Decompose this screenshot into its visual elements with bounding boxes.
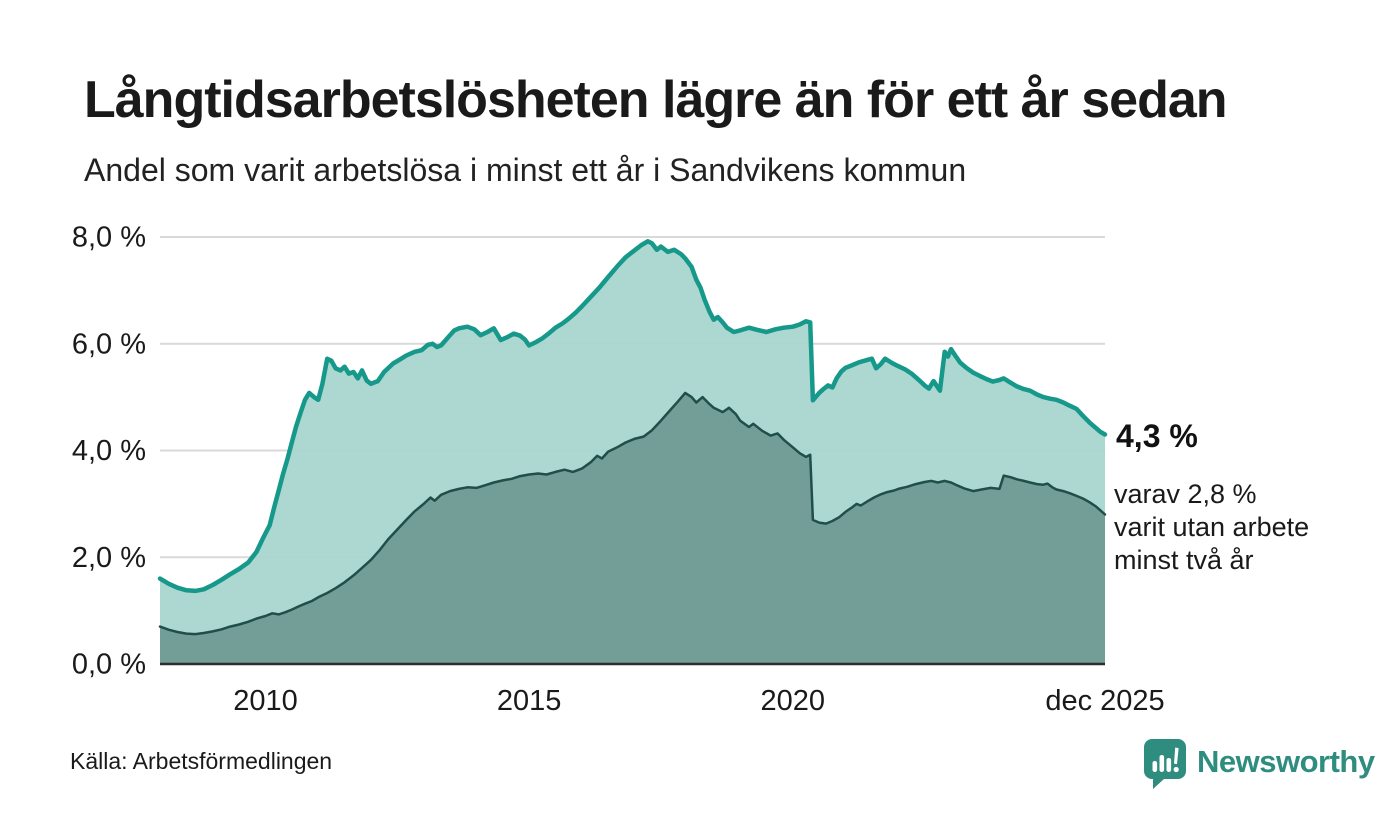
y-tick-label: 6,0 %	[72, 328, 146, 360]
y-tick-label: 2,0 %	[72, 542, 146, 574]
y-tick-label: 0,0 %	[72, 649, 146, 681]
latest-value-label: 4,3 %	[1116, 418, 1198, 454]
page-title: Långtidsarbetslösheten lägre än för ett …	[84, 71, 1228, 129]
y-tick-label: 4,0 %	[72, 435, 146, 467]
x-tick-label: 2020	[761, 685, 826, 717]
chart-subtitle: Andel som varit arbetslösa i minst ett å…	[84, 152, 967, 188]
secondary-annotation-line3: minst två år	[1114, 545, 1254, 575]
x-tick-label: 2015	[497, 685, 562, 717]
series-area-1	[160, 392, 1105, 664]
x-tick-label: dec 2025	[1045, 685, 1164, 717]
newsworthy-wordmark: Newsworthy	[1197, 744, 1375, 779]
secondary-annotation: varav 2,8 % varit utan arbete minst två …	[1114, 478, 1309, 577]
x-tick-label: 2010	[233, 685, 298, 717]
series-line-1	[158, 391, 1107, 636]
series-line-0	[157, 239, 1108, 594]
newsworthy-logo: Newsworthy	[1143, 738, 1375, 790]
source-label: Källa: Arbetsförmedlingen	[70, 748, 333, 774]
secondary-annotation-line2: varit utan arbete	[1114, 512, 1310, 542]
y-tick-label: 8,0 %	[72, 222, 146, 254]
newsworthy-icon	[1144, 739, 1186, 789]
secondary-annotation-line1: varav 2,8 %	[1114, 479, 1257, 509]
